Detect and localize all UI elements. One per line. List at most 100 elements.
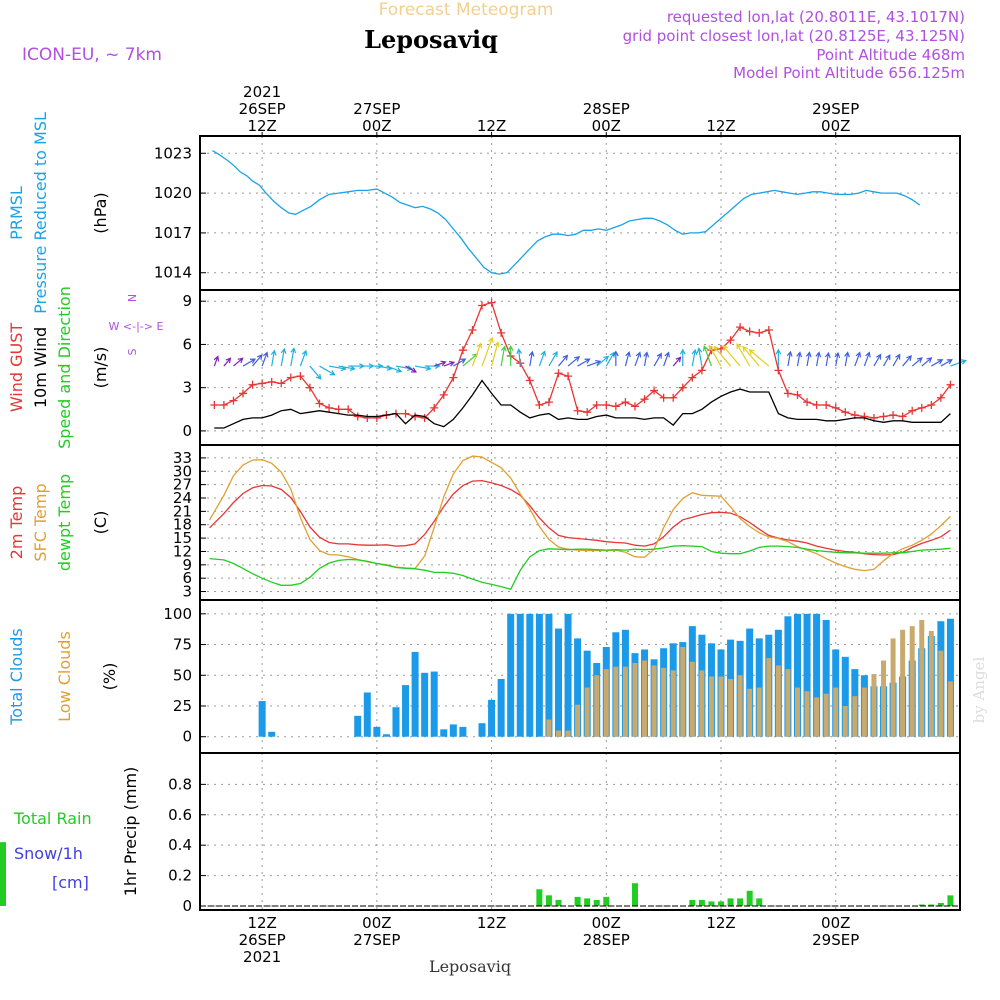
bottom-time-label: 2021 <box>243 948 281 966</box>
bar-total-clouds <box>382 734 390 737</box>
gust-marker <box>583 408 592 417</box>
top-time-label: 28SEP <box>583 100 630 118</box>
gust-marker <box>210 400 219 409</box>
wind-direction-arrow <box>612 350 619 367</box>
top-time-label: 12Z <box>706 117 735 135</box>
bar-low-clouds <box>900 629 906 737</box>
bar-total-clouds <box>449 724 457 737</box>
gust-marker <box>315 399 324 408</box>
wind-direction-arrow <box>873 353 882 367</box>
gust-marker <box>544 398 553 407</box>
bottom-time-label: 27SEP <box>353 931 400 949</box>
wind-direction-arrow <box>824 351 831 367</box>
wind-direction-arrow <box>443 361 456 367</box>
gust-marker <box>267 377 276 386</box>
bar-total-clouds <box>411 651 419 737</box>
gust-marker <box>353 412 362 421</box>
bottom-time-label: 26SEP <box>239 931 286 949</box>
panel-frame <box>199 289 961 446</box>
bar-low-clouds <box>766 658 772 737</box>
bar-total-rain <box>727 898 734 906</box>
bar-low-clouds <box>594 675 600 737</box>
bar-total-clouds <box>421 672 429 737</box>
model-label: ICON-EU, ~ 7km <box>22 45 162 65</box>
model-point-altitude: Model Point Altitude 656.125m <box>733 64 965 82</box>
wind-direction-arrow <box>309 365 322 380</box>
bottom-time-label: 00Z <box>362 914 391 932</box>
gust-marker <box>755 328 764 337</box>
panel-unit-label: (%) <box>100 663 119 691</box>
panel-label: SFC Temp <box>31 483 50 561</box>
bar-low-clouds <box>947 681 953 737</box>
wind-direction-arrow <box>691 348 698 367</box>
gust-marker <box>277 379 286 388</box>
gust-marker <box>219 400 228 409</box>
gust-marker <box>334 405 343 414</box>
gust-marker <box>726 336 735 345</box>
bar-total-rain <box>928 904 935 906</box>
y-tick-label: 1020 <box>154 184 192 202</box>
y-tick-label: 27 <box>173 476 192 494</box>
wind-direction-arrow <box>748 349 770 367</box>
bar-low-clouds <box>785 669 791 737</box>
wind-direction-arrow <box>290 347 297 367</box>
bar-total-clouds <box>574 638 582 737</box>
bar-low-clouds <box>546 719 552 737</box>
bar-low-clouds <box>928 631 934 737</box>
series-line-2m-temp <box>209 479 951 556</box>
bar-total-clouds <box>813 613 821 737</box>
panel-label: Speed and Direction <box>55 286 74 449</box>
y-tick-label: 9 <box>182 292 192 310</box>
panel-0: 1014 1017 1020 1023 PRMSL Pressure Reduced to… <box>7 112 961 314</box>
top-time-label: 27SEP <box>353 100 400 118</box>
wind-direction-arrow <box>538 350 547 367</box>
panel-1: 0 3 6 9 Wind GUST 10m Wind Speed and Direction… <box>7 286 967 449</box>
bar-total-clouds <box>363 692 371 737</box>
bar-total-clouds <box>545 613 553 737</box>
gust-marker <box>611 402 620 411</box>
bar-low-clouds <box>756 687 762 737</box>
bar-low-clouds <box>775 665 781 737</box>
wind-direction-arrow <box>702 345 713 367</box>
bar-total-rain <box>574 896 581 906</box>
wind-direction-arrow <box>242 358 257 367</box>
bar-total-rain <box>689 899 696 906</box>
compass-west-east: W <-|-> E <box>109 320 164 333</box>
bottom-time-label: 12Z <box>247 914 276 932</box>
wind-direction-arrow <box>507 345 514 367</box>
bar-low-clouds <box>737 675 743 737</box>
top-time-label: 00Z <box>821 117 850 135</box>
bar-total-rain <box>584 898 591 906</box>
grid-point-coordinates: grid point closest lon,lat (20.8125E, 43… <box>623 27 965 45</box>
gust-marker <box>458 346 467 355</box>
wind-direction-arrow <box>233 357 244 367</box>
wind-direction-arrow <box>500 345 507 367</box>
wind-direction-arrow <box>805 351 812 367</box>
y-tick-label: 75 <box>173 636 192 654</box>
gust-marker <box>860 412 869 421</box>
gust-marker <box>564 372 573 381</box>
panel-unit-label: 1hr Precip (mm) <box>121 767 140 897</box>
wind-direction-arrow <box>414 365 432 371</box>
y-tick-label: 0 <box>182 897 192 915</box>
bar-total-clouds <box>516 613 524 737</box>
series-line-wind-gust <box>214 301 951 419</box>
bar-low-clouds <box>890 638 896 737</box>
bar-low-clouds <box>938 650 944 737</box>
y-tick-label: 9 <box>182 556 192 574</box>
gust-marker <box>497 328 506 337</box>
gust-marker <box>248 380 257 389</box>
bar-low-clouds <box>919 619 925 737</box>
wind-direction-arrow <box>624 350 631 367</box>
bar-total-clouds <box>841 656 849 737</box>
gust-marker <box>573 406 582 415</box>
bottom-time-label: 12Z <box>706 914 735 932</box>
top-time-label: 12Z <box>477 117 506 135</box>
bar-total-clouds <box>258 701 266 737</box>
bar-low-clouds <box>584 687 590 737</box>
gust-marker <box>688 373 697 382</box>
bar-low-clouds <box>871 674 877 737</box>
panel-label: 2m Temp <box>7 486 26 560</box>
gust-marker <box>774 366 783 375</box>
bar-total-rain <box>918 904 925 906</box>
